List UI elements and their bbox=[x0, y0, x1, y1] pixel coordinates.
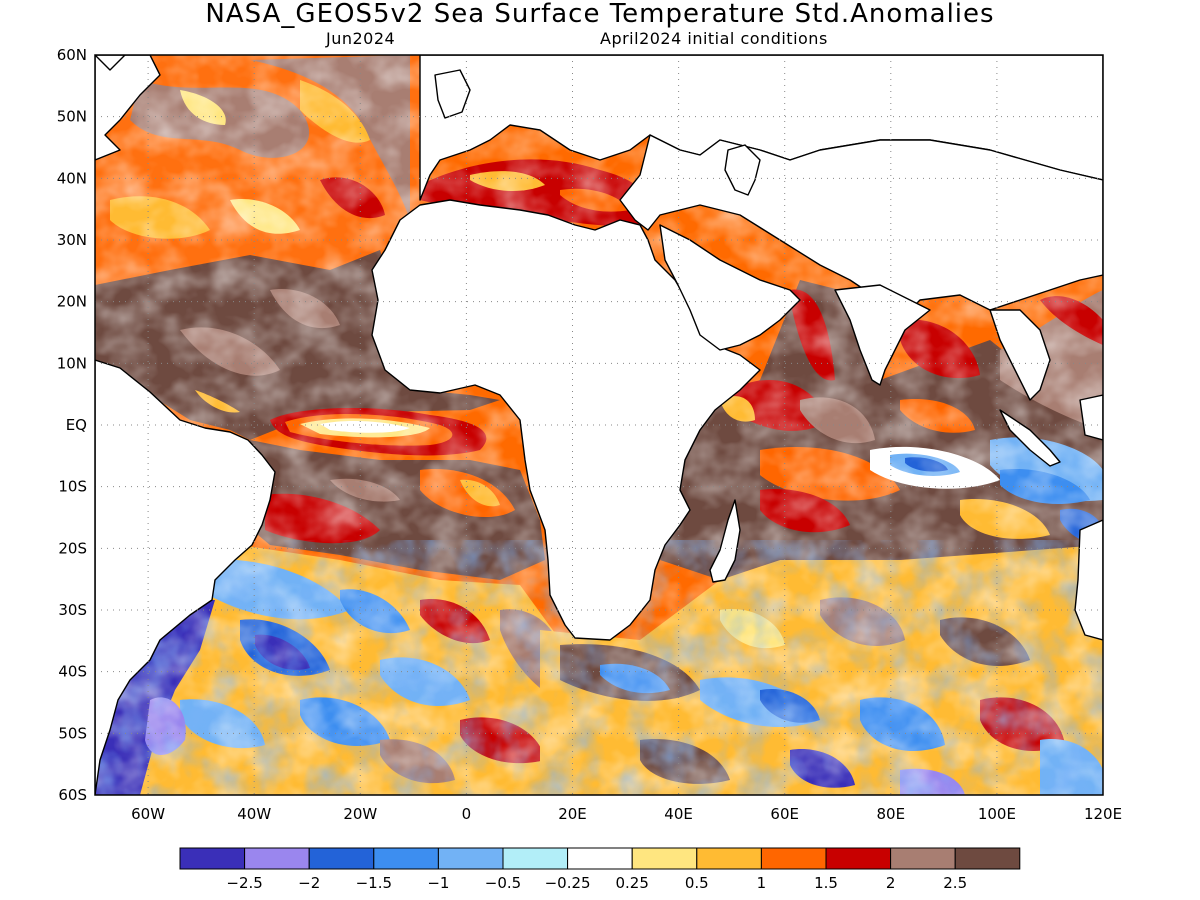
colorbar-label: −2 bbox=[298, 874, 320, 892]
colorbar-label: 0.25 bbox=[615, 874, 648, 892]
colorbar-swatch bbox=[308, 847, 375, 870]
southeast-asia bbox=[989, 309, 1051, 401]
lat-label: 40S bbox=[58, 663, 87, 681]
lat-label: 30S bbox=[58, 601, 87, 619]
sumatra bbox=[999, 409, 1061, 467]
british-isles bbox=[434, 69, 471, 119]
lon-label: 80E bbox=[877, 805, 906, 823]
lat-label: 10S bbox=[58, 478, 87, 496]
map-title: NASA_GEOS5v2 Sea Surface Temperature Std… bbox=[205, 0, 995, 29]
india bbox=[834, 284, 931, 386]
longitude-axis: 60W 40W 20W 0 20E 40E 60E 80E 100E 120E bbox=[131, 805, 1122, 823]
graticule bbox=[95, 55, 1103, 795]
forecast-month: Jun2024 bbox=[326, 29, 396, 48]
lon-label: 0 bbox=[462, 805, 472, 823]
latitude-axis: 60N 50N 40N 30N 20N 10N EQ 10S 20S 30S 4… bbox=[57, 46, 87, 804]
lon-label: 40W bbox=[237, 805, 271, 823]
colorbar-label: −0.25 bbox=[545, 874, 591, 892]
madagascar bbox=[709, 499, 741, 583]
arabia bbox=[659, 224, 801, 351]
lat-label: 10N bbox=[57, 354, 87, 372]
colorbar-swatch bbox=[760, 847, 827, 870]
colorbar-label: 1.5 bbox=[814, 874, 838, 892]
lat-label: 50S bbox=[58, 724, 87, 742]
colorbar-swatch bbox=[567, 847, 633, 870]
lat-label: EQ bbox=[66, 416, 87, 434]
colorbar-swatch bbox=[244, 847, 310, 870]
lat-label: 20S bbox=[58, 539, 87, 557]
colorbar-swatch bbox=[179, 847, 246, 870]
lat-label: 50N bbox=[57, 108, 87, 126]
lon-label: 40E bbox=[664, 805, 693, 823]
lon-label: 120E bbox=[1084, 805, 1122, 823]
colorbar-swatch bbox=[696, 847, 762, 870]
lon-label: 20E bbox=[558, 805, 587, 823]
colorbar-label: −1.5 bbox=[356, 874, 392, 892]
colorbar-label: 2 bbox=[886, 874, 896, 892]
lon-label: 60W bbox=[131, 805, 165, 823]
lat-label: 40N bbox=[57, 169, 87, 187]
colorbar-label: 1 bbox=[757, 874, 767, 892]
colorbar-swatch bbox=[437, 847, 504, 870]
australia bbox=[1074, 519, 1103, 641]
colorbar-swatch bbox=[631, 847, 698, 870]
colorbar-swatch bbox=[502, 847, 569, 870]
north-america bbox=[95, 55, 161, 161]
colorbar-label: −2.5 bbox=[226, 874, 262, 892]
colorbar-label: 0.5 bbox=[685, 874, 709, 892]
lat-label: 20N bbox=[57, 293, 87, 311]
greenland bbox=[95, 55, 126, 71]
africa bbox=[371, 199, 761, 641]
initial-conditions: April2024 initial conditions bbox=[600, 29, 828, 48]
colorbar-swatch bbox=[373, 847, 439, 870]
south-america bbox=[95, 359, 276, 795]
borneo bbox=[1079, 394, 1103, 441]
lat-label: 60N bbox=[57, 46, 87, 64]
colorbar-label: −0.5 bbox=[485, 874, 521, 892]
caspian-sea bbox=[724, 144, 761, 196]
land-masses bbox=[95, 55, 1103, 795]
lat-label: 60S bbox=[58, 786, 87, 804]
map-frame bbox=[94, 54, 1104, 796]
colorbar-swatch bbox=[890, 847, 956, 870]
lat-label: 30N bbox=[57, 231, 87, 249]
colorbar-swatch bbox=[825, 847, 892, 870]
colorbar-label: 2.5 bbox=[943, 874, 967, 892]
colorbar-label: −1 bbox=[427, 874, 449, 892]
lon-label: 60E bbox=[770, 805, 799, 823]
lon-label: 20W bbox=[343, 805, 377, 823]
lon-label: 100E bbox=[978, 805, 1016, 823]
colorbar: −2.5 −2 −1.5 −1 −0.5 −0.25 0.25 0.5 1 1.5 2 2.5 bbox=[179, 847, 1021, 892]
colorbar-swatch bbox=[954, 847, 1021, 870]
